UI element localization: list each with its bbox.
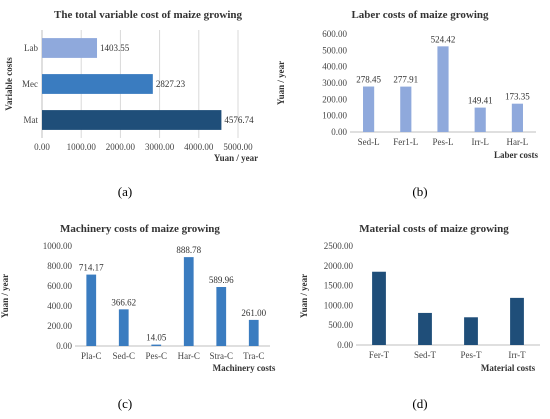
data-label: 366.62 xyxy=(111,297,136,307)
chart-title: The total variable cost of maize growing xyxy=(54,9,242,21)
y-tick-label: Mat xyxy=(24,115,39,125)
y-tick-label: 500.00 xyxy=(328,320,353,330)
x-axis-title: Material costs xyxy=(481,363,536,373)
y-tick-label: 500.00 xyxy=(322,45,347,55)
data-label: 714.17 xyxy=(79,263,104,273)
data-label: 149.41 xyxy=(468,96,493,106)
y-tick-label: 0.00 xyxy=(331,127,347,137)
panel-caption: (c) xyxy=(118,396,132,411)
x-tick-label: Irr-T xyxy=(508,350,526,360)
y-tick-label: 1000.00 xyxy=(324,300,354,310)
x-tick-label: Tra-C xyxy=(243,351,264,361)
bar-sed-l xyxy=(363,86,375,132)
y-tick-label: Mec xyxy=(22,79,38,89)
x-axis-title: Yuan / year xyxy=(214,153,258,163)
bar-tra-c xyxy=(248,319,259,346)
x-tick-label: Pes-C xyxy=(145,351,167,361)
x-tick-label: Fer-T xyxy=(369,350,390,360)
x-tick-label: 1000.00 xyxy=(67,142,97,152)
y-tick-label: 600.00 xyxy=(47,281,72,291)
x-tick-label: Sed-T xyxy=(414,350,436,360)
panel-caption: (b) xyxy=(412,184,427,199)
bar-fer1-l xyxy=(400,86,412,132)
y-tick-label: 1000.00 xyxy=(43,241,73,251)
y-tick-label: 2500.00 xyxy=(324,241,354,251)
bar-sed-t xyxy=(418,312,432,345)
chart-title: Material costs of maize growing xyxy=(359,223,509,235)
bar-pes-c xyxy=(151,344,162,346)
data-label: 888.78 xyxy=(176,245,201,255)
x-tick-label: 4000.00 xyxy=(184,142,214,152)
y-tick-label: Lab xyxy=(24,43,38,53)
x-tick-label: 3000.00 xyxy=(145,142,175,152)
y-tick-label: 800.00 xyxy=(47,261,72,271)
chart-panel-d: Material costs of maize growing 0.00 500.0… xyxy=(299,223,540,411)
x-tick-label: 2000.00 xyxy=(106,142,136,152)
y-tick-label: 300.00 xyxy=(322,78,347,88)
chart-panel-a: The total variable cost of maize growing… xyxy=(4,9,258,199)
bar-irr-t xyxy=(510,297,524,345)
x-axis-title: Machinery costs xyxy=(213,363,276,373)
bar-mec xyxy=(42,74,153,94)
data-label: 1403.55 xyxy=(100,43,130,53)
y-tick-label: 0.00 xyxy=(56,341,72,351)
x-axis-title: Laber costs xyxy=(494,150,539,160)
bar-lab xyxy=(42,38,98,58)
x-tick-label: 0.00 xyxy=(34,142,50,152)
panel-caption: (d) xyxy=(412,396,427,411)
x-tick-label: Pla-C xyxy=(81,351,102,361)
bar-sed-c xyxy=(118,309,129,346)
chart-panel-b: Laber costs of maize growing 0.00 100.00 20… xyxy=(276,9,539,199)
data-label: 524.42 xyxy=(431,34,456,44)
x-tick-label: Sed-L xyxy=(358,137,380,147)
x-tick-label: Irr-L xyxy=(472,137,489,147)
x-tick-label: Stra-C xyxy=(210,351,234,361)
bar-har-l xyxy=(511,103,523,132)
data-label: 278.45 xyxy=(356,75,381,85)
data-label: 173.35 xyxy=(505,92,530,102)
bar-pes-l xyxy=(437,46,449,132)
bar-fer-t xyxy=(372,271,386,345)
x-tick-label: Har-C xyxy=(178,351,200,361)
data-label: 277.91 xyxy=(393,75,418,85)
y-tick-label: 0.00 xyxy=(337,340,353,350)
y-tick-label: 1500.00 xyxy=(324,281,354,291)
chart-panel-c: Machinery costs of maize growing 0.00 200.… xyxy=(0,223,276,411)
y-tick-label: 2000.00 xyxy=(324,261,354,271)
x-tick-label: Har-L xyxy=(506,137,528,147)
y-tick-label: 600.00 xyxy=(322,29,347,39)
x-tick-label: Pes-T xyxy=(461,350,482,360)
data-label: 4576.74 xyxy=(224,115,254,125)
bar-pes-t xyxy=(464,317,478,345)
data-label: 261.00 xyxy=(241,308,266,318)
y-tick-label: 200.00 xyxy=(47,321,72,331)
y-tick-label: 400.00 xyxy=(47,301,72,311)
bar-mat xyxy=(42,110,222,130)
y-axis-title: Yuan / year xyxy=(0,274,10,318)
y-axis-title: Yuan / year xyxy=(299,274,309,318)
x-tick-label: Sed-C xyxy=(113,351,136,361)
chart-title: Laber costs of maize growing xyxy=(351,9,489,21)
y-axis-title: Yuan / year xyxy=(276,61,286,105)
panel-caption: (a) xyxy=(118,184,132,199)
bar-irr-l xyxy=(474,107,486,132)
data-label: 2827.23 xyxy=(156,79,186,89)
x-tick-label: Pes-L xyxy=(433,137,454,147)
y-tick-label: 400.00 xyxy=(322,62,347,72)
x-tick-label: 5000.00 xyxy=(223,142,253,152)
y-tick-label: 200.00 xyxy=(322,94,347,104)
bar-pla-c xyxy=(86,274,97,346)
bar-har-c xyxy=(183,257,194,346)
y-tick-label: 100.00 xyxy=(322,111,347,121)
data-label: 589.96 xyxy=(209,275,234,285)
x-tick-label: Fer1-L xyxy=(393,137,418,147)
data-label: 14.05 xyxy=(146,333,167,343)
y-axis-title: Variable costs xyxy=(4,57,14,111)
bar-stra-c xyxy=(216,287,227,346)
chart-title: Machinery costs of maize growing xyxy=(60,223,220,235)
